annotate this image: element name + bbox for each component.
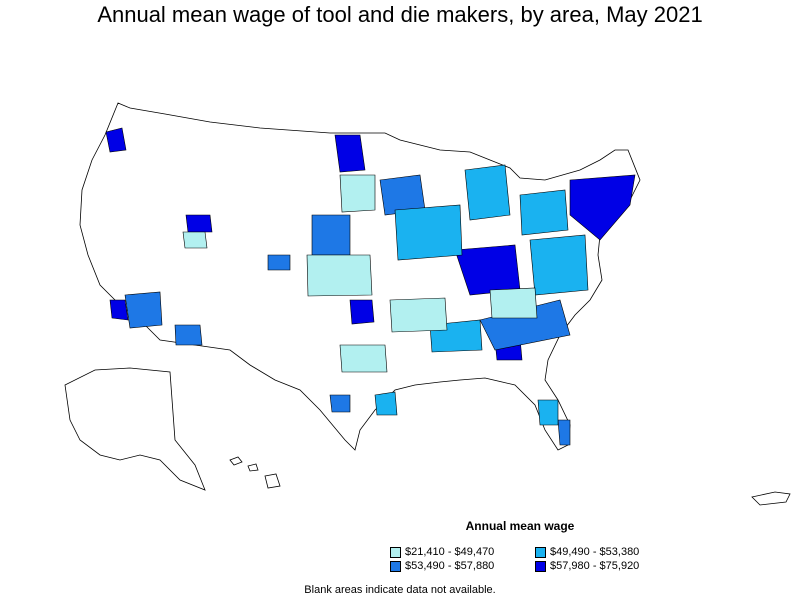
legend-label: $57,980 - $75,920 (550, 560, 640, 572)
region-idaho-east (182, 231, 208, 249)
region-florida-south (537, 399, 559, 426)
region-midwest-central (394, 204, 463, 261)
legend-swatch (535, 546, 546, 558)
legend-label: $49,490 - $53,380 (550, 546, 640, 558)
region-north-dakota-east (334, 134, 366, 173)
region-missouri-arkansas (389, 297, 448, 333)
legend-swatch (390, 546, 401, 558)
map-title: Annual mean wage of tool and die makers,… (97, 2, 703, 27)
region-kansas (306, 254, 373, 297)
region-arizona-south (174, 324, 203, 346)
hawaii-island-2 (247, 463, 259, 472)
legend-item: $57,980 - $75,920 (535, 560, 639, 572)
legend-item: $49,490 - $53,380 (535, 546, 639, 558)
legend-label: $53,490 - $57,880 (405, 560, 495, 572)
hawaii-island-3 (264, 473, 281, 489)
region-arizona-west (124, 291, 163, 329)
region-texas-north (339, 344, 388, 373)
legend-item: $53,490 - $57,880 (390, 560, 494, 572)
region-oklahoma-central (349, 299, 375, 325)
area-shading (105, 127, 636, 446)
alaska-outline (64, 367, 206, 491)
region-south-dakota (339, 174, 376, 213)
legend-swatch (390, 560, 401, 572)
region-kentucky (489, 287, 538, 319)
region-colorado-north (267, 254, 291, 271)
region-virginia (529, 234, 589, 296)
region-florida-east (557, 419, 571, 446)
legend-item: $21,410 - $49,470 (390, 546, 494, 558)
legend-title: Annual mean wage (465, 519, 575, 533)
region-michigan (464, 164, 511, 221)
region-nebraska-east (311, 214, 351, 256)
hawaii-island-1 (229, 456, 243, 466)
legend-swatch (535, 560, 546, 572)
region-south-texas (329, 394, 351, 413)
region-washington-west (105, 127, 127, 153)
region-idaho-south (185, 214, 213, 233)
region-texas-coast (374, 391, 398, 416)
legend-label: $21,410 - $49,470 (405, 546, 495, 558)
footnote: Blank areas indicate data not available. (304, 584, 496, 596)
region-northeast (569, 174, 636, 241)
region-ohio-ne (519, 189, 569, 236)
puerto-rico-outline (751, 491, 791, 506)
region-southern-california (109, 299, 129, 321)
